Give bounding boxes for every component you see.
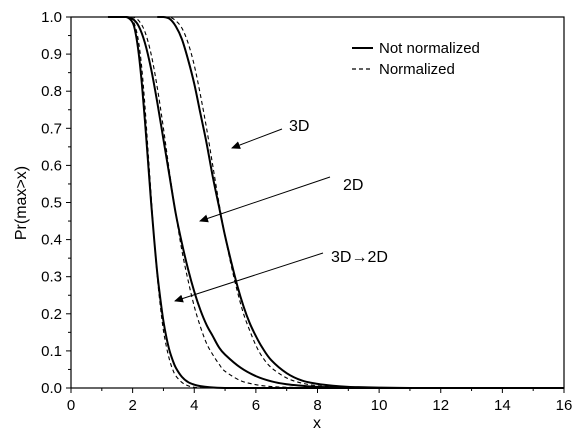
y-tick-label: 0.9 xyxy=(41,46,62,63)
y-tick-label: 0.4 xyxy=(41,232,62,249)
annotation-label-3d-to-2d: 3D→2D xyxy=(331,249,388,266)
plot-frame xyxy=(70,16,565,389)
y-tick-label: 0.3 xyxy=(41,269,62,286)
x-tick-label: 2 xyxy=(128,397,136,414)
legend-label-normalized: Normalized xyxy=(379,61,455,78)
x-tick-label: 12 xyxy=(432,397,449,414)
x-tick-label: 6 xyxy=(252,397,260,414)
y-tick-label: 0.5 xyxy=(41,195,62,212)
x-tick-label: 16 xyxy=(556,397,573,414)
x-axis: 0 2 4 6 8 10 12 14 16 xyxy=(67,388,573,414)
legend-label-not-normalized: Not normalized xyxy=(379,40,480,57)
y-axis: 0.0 0.1 0.2 0.3 0.4 0.5 0.6 0.7 0.8 0.9 1.0 xyxy=(41,9,71,397)
annotation-arrow-2d xyxy=(199,176,331,223)
annotation-arrow-3d-to-2d xyxy=(174,252,324,303)
series-line-3d-solid xyxy=(157,16,564,390)
annotation-label-2d: 2D xyxy=(343,177,363,194)
annotation-3d: 3D xyxy=(231,118,309,149)
x-tick-label: 8 xyxy=(313,397,321,414)
y-tick-label: 0.8 xyxy=(41,83,62,100)
annotation-3d-to-2d: 3D→2D xyxy=(174,249,388,303)
annotation-label-3d: 3D xyxy=(289,118,309,135)
y-tick-label: 0.6 xyxy=(41,157,62,174)
x-tick-label: 10 xyxy=(371,397,388,414)
x-tick-label: 0 xyxy=(67,397,75,414)
y-tick-label: 1.0 xyxy=(41,9,62,26)
annotation-arrow-3d xyxy=(231,128,283,149)
y-axis-title: Pr(max>x) xyxy=(13,166,30,240)
y-tick-label: 0.0 xyxy=(41,380,62,397)
series-line-3d-2d-solid xyxy=(107,16,564,390)
y-tick-label: 0.7 xyxy=(41,120,62,137)
series-layer xyxy=(107,16,564,390)
series-line-2d-dashed xyxy=(117,16,564,389)
y-tick-label: 0.1 xyxy=(41,343,62,360)
series-line-3d-2d-dashed xyxy=(107,16,564,389)
series-line-2d-solid xyxy=(117,16,564,390)
y-tick-label: 0.2 xyxy=(41,306,62,323)
legend: Not normalized Normalized xyxy=(352,40,480,78)
x-tick-label: 4 xyxy=(190,397,198,414)
annotation-2d: 2D xyxy=(199,176,363,223)
x-tick-label: 14 xyxy=(494,397,511,414)
x-axis-title: x xyxy=(313,415,321,432)
